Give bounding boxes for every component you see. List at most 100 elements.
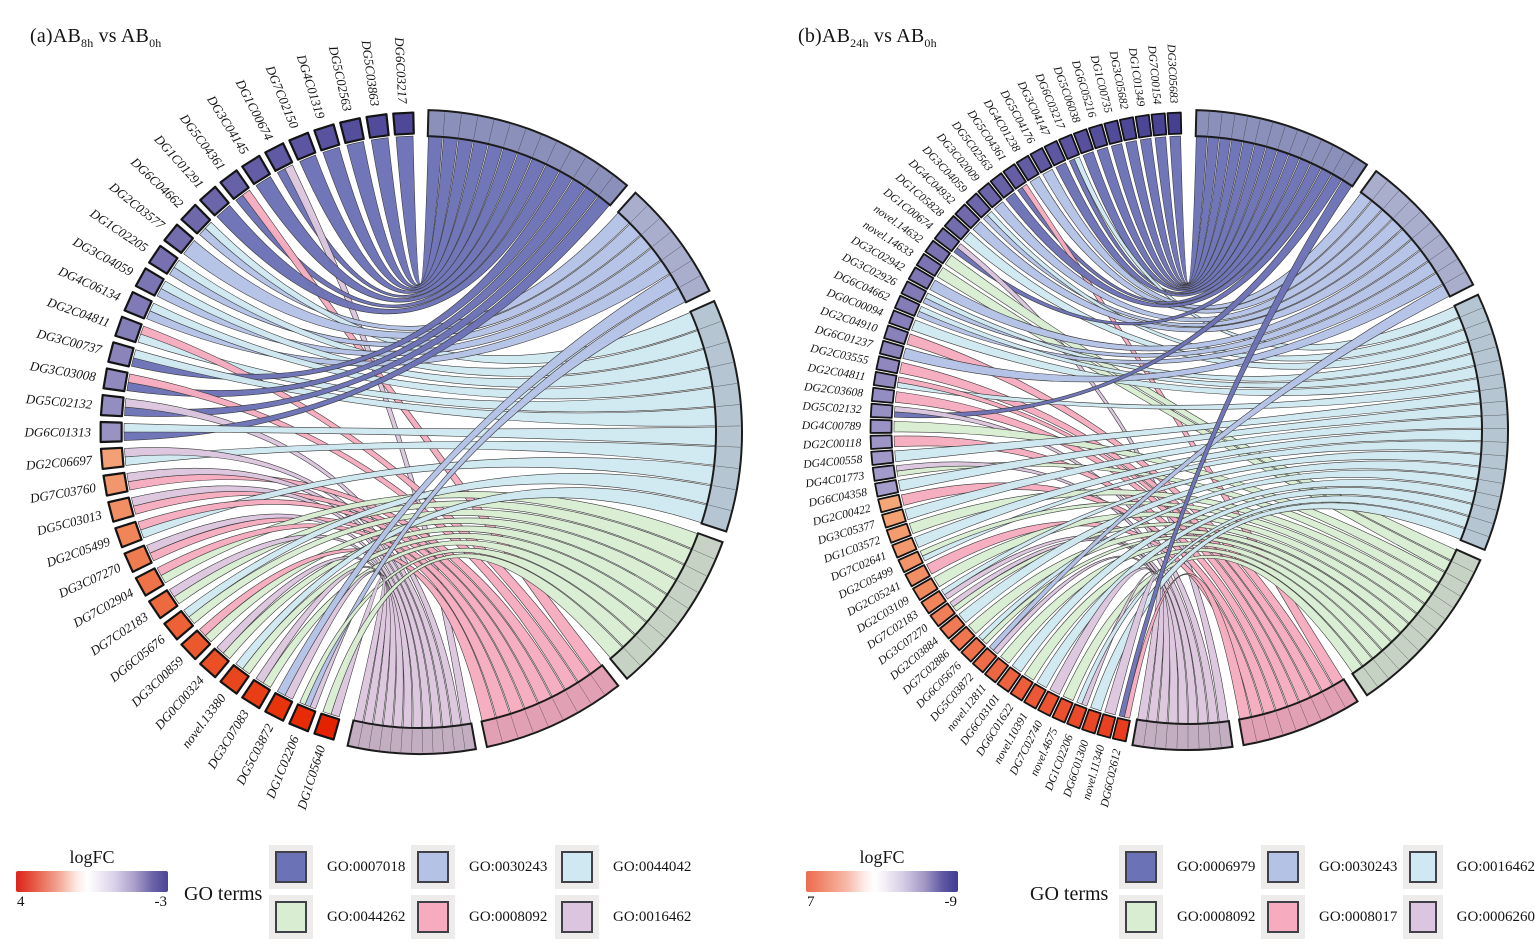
arc-tick [458, 114, 462, 138]
gene-logfc-square [219, 169, 250, 200]
arc-tick [1208, 724, 1211, 748]
gene-label: DG2C04811 [44, 294, 112, 330]
gene-logfc-square [878, 339, 905, 360]
logfc-max: -3 [154, 894, 168, 910]
arc-tick [693, 549, 715, 560]
gene-logfc-square [1043, 140, 1067, 167]
gene-logfc-square [264, 142, 294, 172]
arc-tick [1483, 441, 1507, 443]
gene-label: DG1C05640 [294, 743, 329, 812]
go-terms-label: GO terms [1030, 883, 1109, 905]
gene-logfc-square [134, 567, 165, 597]
arc-tick [1342, 158, 1356, 179]
gene-logfc-square [897, 550, 924, 574]
go-color-swatch [1125, 901, 1157, 933]
gene-logfc-square [949, 625, 976, 652]
gene-logfc-square [1066, 703, 1088, 730]
go-term-id: GO:0016462 [613, 908, 692, 925]
gene-logfc-square [1103, 119, 1123, 145]
arc-tick [441, 728, 445, 752]
go-term-arc [1453, 293, 1509, 552]
gene-logfc-square [960, 636, 987, 663]
arc-tick [662, 246, 682, 260]
gene-logfc-square [915, 252, 943, 277]
gene-label: DG3C00737 [34, 325, 104, 357]
arc-tick [532, 135, 542, 157]
gene-logfc-square [313, 123, 341, 152]
logfc-scale: 4 -3 [16, 894, 168, 911]
gene-logfc-square [907, 266, 935, 290]
arc-tick [1425, 604, 1445, 619]
go-term-id: GO:0006260 [1456, 908, 1535, 925]
arc-tick [411, 729, 413, 753]
go-color-swatch [1409, 851, 1437, 883]
arc-tick [552, 698, 563, 720]
arc-tick [1460, 307, 1483, 318]
gene-logfc-square [163, 609, 195, 641]
arc-tick [1403, 211, 1421, 228]
go-legend-b: GO:0006979 GO:0030243 GO:0016462 GO:0008… [1118, 845, 1535, 939]
arc-tick [473, 116, 479, 140]
arc-tick [652, 231, 671, 247]
gene-logfc-square [869, 402, 894, 419]
gene-logfc-square [1015, 154, 1040, 182]
go-color-swatch [1125, 851, 1157, 883]
go-term-id: GO:0030243 [1319, 858, 1398, 875]
arc-tick [1176, 725, 1178, 749]
gene-logfc-square [971, 647, 998, 674]
gene-logfc-square [870, 449, 895, 466]
go-legend-item: GO:0007018 [268, 845, 410, 889]
arc-tick [705, 341, 728, 349]
arc-tick [1473, 504, 1497, 511]
go-term-arc [1351, 548, 1482, 697]
gene-logfc-square [1119, 116, 1138, 142]
arc-tick [1207, 112, 1210, 136]
arc-tick [538, 704, 549, 726]
arc-tick [1322, 146, 1333, 167]
gene-logfc-square [943, 215, 970, 241]
gene-logfc-square [288, 703, 317, 733]
arc-tick [1311, 140, 1322, 162]
arc-tick [451, 727, 455, 751]
gene-logfc-square [933, 227, 961, 253]
go-legend-item: GO:0008017 [1260, 895, 1402, 939]
gene-logfc-square [929, 602, 956, 628]
gene-label: DG4C01319 [294, 52, 329, 121]
arc-tick [1465, 320, 1488, 329]
arc-tick [517, 129, 527, 152]
gene-label: DG5C03013 [34, 507, 104, 539]
arc-tick [1392, 642, 1409, 660]
arc-tick [1393, 201, 1410, 218]
gene-logfc-square [874, 479, 900, 498]
gene-logfc-square [977, 182, 1003, 209]
arc-tick [630, 205, 648, 223]
gene-label: DG4C00789 [801, 419, 862, 433]
go-term-arc [1131, 718, 1234, 751]
arc-tick [1473, 346, 1496, 354]
gene-logfc-square [939, 614, 966, 640]
gene-label: DG3C03008 [28, 358, 98, 384]
arc-tick [1446, 572, 1467, 585]
arc-tick [1410, 624, 1428, 641]
arc-tick [1289, 130, 1298, 153]
go-term-id: GO:0006979 [1177, 858, 1256, 875]
arc-tick [379, 727, 383, 750]
arc-tick [586, 166, 600, 186]
arc-tick [573, 157, 586, 178]
arc-tick [715, 465, 739, 469]
go-legend-item: GO:0016462 [554, 895, 704, 939]
arc-tick [560, 149, 572, 170]
gene-logfc-square [965, 192, 992, 219]
arc-tick [1243, 117, 1248, 140]
arc-tick [524, 710, 534, 732]
arc-tick [1383, 190, 1399, 209]
gene-label: DG5C02132 [801, 400, 862, 417]
arc-tick [1470, 516, 1493, 524]
gene-label: DG4C00558 [802, 453, 863, 471]
arc-tick [1322, 692, 1334, 714]
arc-tick [510, 715, 519, 738]
gene-logfc-square [123, 544, 153, 573]
gene-logfc-square [881, 508, 907, 529]
gene-label: DG7C03760 [28, 480, 98, 506]
arc-tick [400, 728, 403, 752]
